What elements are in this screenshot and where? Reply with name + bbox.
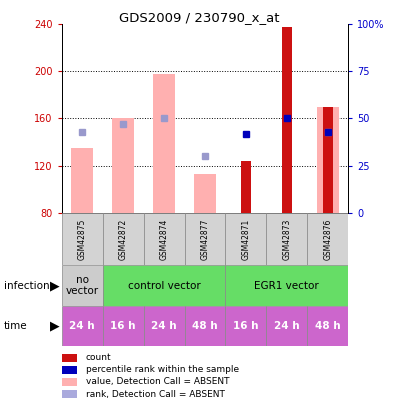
Bar xyxy=(144,213,185,265)
Bar xyxy=(316,107,339,213)
Bar xyxy=(153,74,175,213)
Bar xyxy=(194,174,216,213)
Bar xyxy=(103,265,225,306)
Text: count: count xyxy=(86,353,111,362)
Text: EGR1 vector: EGR1 vector xyxy=(254,281,319,290)
Text: 16 h: 16 h xyxy=(233,321,259,331)
Bar xyxy=(71,148,94,213)
Text: GSM42874: GSM42874 xyxy=(160,218,168,260)
Text: GSM42873: GSM42873 xyxy=(282,218,291,260)
Bar xyxy=(62,306,103,346)
Bar xyxy=(62,265,103,306)
Text: infection: infection xyxy=(4,281,50,290)
Bar xyxy=(185,213,225,265)
Bar xyxy=(62,213,103,265)
Bar xyxy=(307,213,348,265)
Bar xyxy=(225,265,348,306)
Text: ▶: ▶ xyxy=(50,279,60,292)
Text: GSM42872: GSM42872 xyxy=(119,218,128,260)
Text: percentile rank within the sample: percentile rank within the sample xyxy=(86,365,239,374)
Text: GSM42876: GSM42876 xyxy=(323,218,332,260)
Text: 24 h: 24 h xyxy=(151,321,177,331)
Text: no
vector: no vector xyxy=(66,275,99,296)
Text: GSM42875: GSM42875 xyxy=(78,218,87,260)
Bar xyxy=(225,213,266,265)
Bar xyxy=(266,306,307,346)
Bar xyxy=(103,213,144,265)
Bar xyxy=(185,306,225,346)
Text: GSM42871: GSM42871 xyxy=(242,218,250,260)
Text: 24 h: 24 h xyxy=(274,321,300,331)
Bar xyxy=(144,306,185,346)
Text: value, Detection Call = ABSENT: value, Detection Call = ABSENT xyxy=(86,377,229,386)
Text: time: time xyxy=(4,321,27,331)
Bar xyxy=(103,306,144,346)
Bar xyxy=(266,213,307,265)
Bar xyxy=(112,118,135,213)
Text: 48 h: 48 h xyxy=(315,321,341,331)
Bar xyxy=(282,27,292,213)
Text: GSM42877: GSM42877 xyxy=(201,218,209,260)
Text: rank, Detection Call = ABSENT: rank, Detection Call = ABSENT xyxy=(86,390,224,399)
Text: control vector: control vector xyxy=(128,281,201,290)
Text: GDS2009 / 230790_x_at: GDS2009 / 230790_x_at xyxy=(119,11,279,24)
Text: 16 h: 16 h xyxy=(110,321,136,331)
Bar xyxy=(225,306,266,346)
Text: 48 h: 48 h xyxy=(192,321,218,331)
Bar xyxy=(323,107,333,213)
Text: ▶: ▶ xyxy=(50,320,60,333)
Bar xyxy=(241,161,251,213)
Bar xyxy=(307,306,348,346)
Text: 24 h: 24 h xyxy=(69,321,95,331)
